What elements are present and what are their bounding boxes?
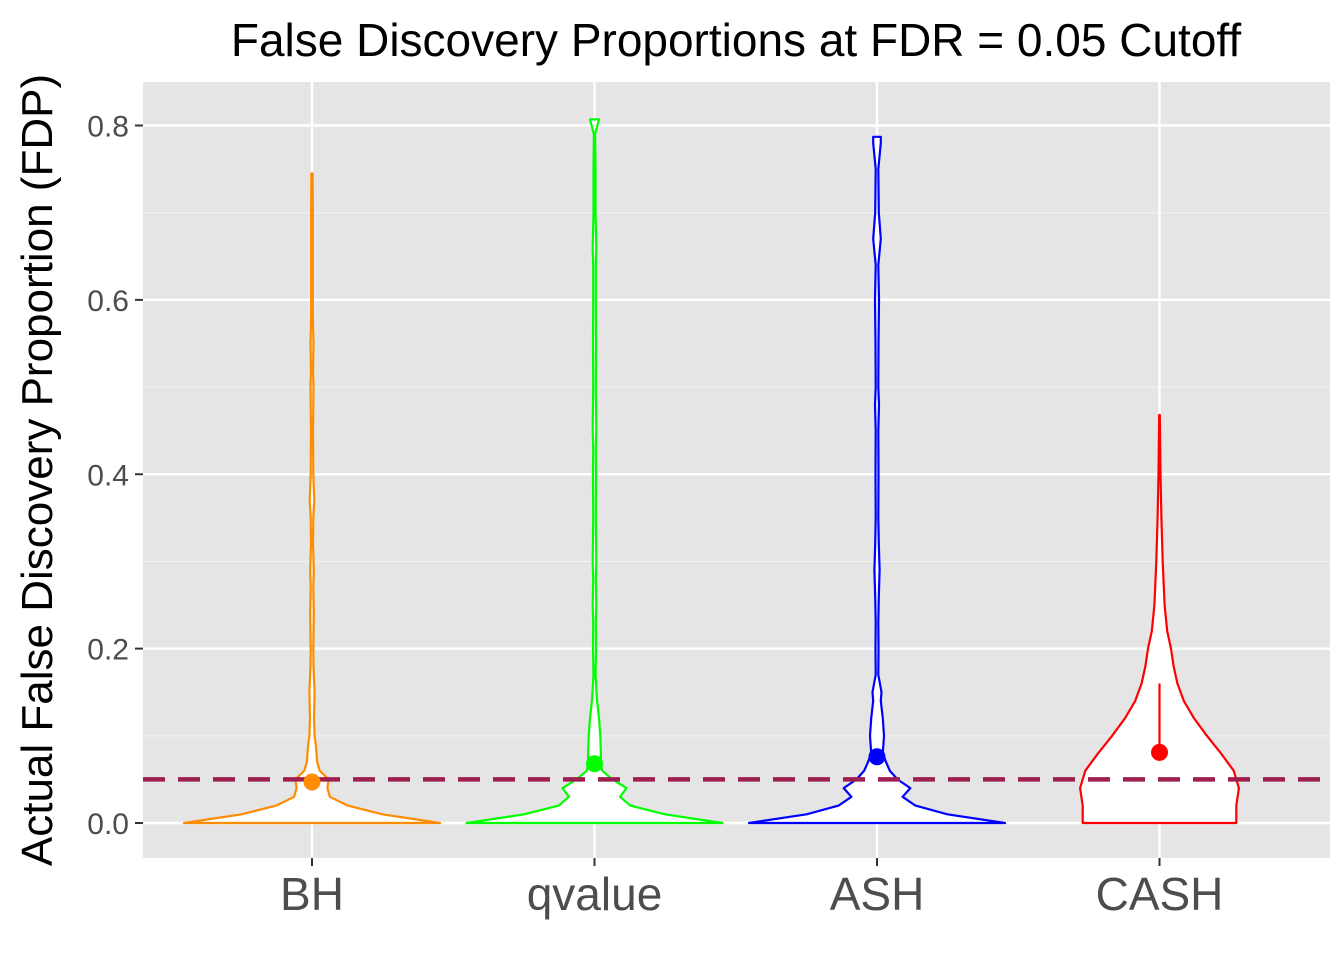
point-ash [869,748,886,765]
chart-title: False Discovery Proportions at FDR = 0.0… [231,14,1242,66]
x-tick-label: qvalue [527,868,663,920]
x-tick-label: BH [280,868,344,920]
point-qvalue [586,755,603,772]
y-axis-label: Actual False Discovery Proportion (FDP) [13,74,62,866]
x-tick-label: CASH [1096,868,1224,920]
y-tick-label: 0.2 [87,634,129,667]
y-tick-label: 0.0 [87,808,129,841]
y-tick-label: 0.6 [87,285,129,318]
plot-area: 0.0 0.2 0.4 0.6 0.8 BH qvalue ASH CASH [87,82,1330,920]
point-cash [1151,744,1168,761]
y-tick-label: 0.8 [87,111,129,144]
y-tick-label: 0.4 [87,459,129,492]
x-tick-label: ASH [830,868,925,920]
point-bh [304,774,321,791]
